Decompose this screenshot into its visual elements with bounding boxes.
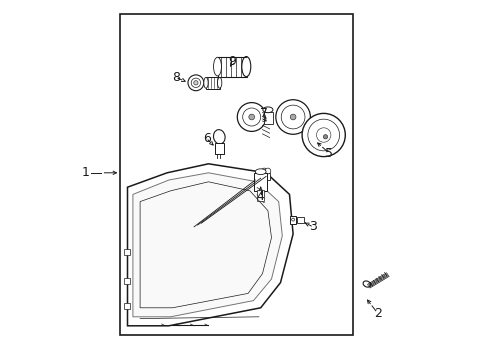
Circle shape <box>307 119 339 151</box>
Ellipse shape <box>213 130 224 144</box>
Circle shape <box>302 113 345 157</box>
Bar <box>297 217 303 223</box>
Ellipse shape <box>217 77 222 88</box>
Bar <box>217 57 246 77</box>
Text: 9: 9 <box>227 55 235 68</box>
Bar <box>120 14 352 335</box>
Circle shape <box>242 108 260 126</box>
Text: 8: 8 <box>172 71 180 84</box>
Bar <box>257 190 264 201</box>
Ellipse shape <box>203 77 208 88</box>
Text: 3: 3 <box>308 220 316 233</box>
Circle shape <box>191 78 200 87</box>
Polygon shape <box>127 164 292 326</box>
Bar <box>214 143 223 154</box>
Ellipse shape <box>213 57 221 76</box>
Circle shape <box>323 135 327 139</box>
Text: 4: 4 <box>256 190 264 203</box>
Ellipse shape <box>263 107 272 113</box>
Circle shape <box>316 128 330 142</box>
Ellipse shape <box>363 281 370 287</box>
Circle shape <box>248 114 254 120</box>
Circle shape <box>281 105 305 129</box>
Ellipse shape <box>291 218 294 221</box>
Text: 7: 7 <box>260 107 268 120</box>
Text: 2: 2 <box>373 307 381 320</box>
Circle shape <box>261 168 266 174</box>
Circle shape <box>289 114 295 120</box>
Bar <box>254 173 266 191</box>
Circle shape <box>237 103 265 131</box>
Bar <box>205 77 219 89</box>
Bar <box>123 249 130 255</box>
Circle shape <box>275 100 310 134</box>
Bar <box>263 112 272 124</box>
Text: 5: 5 <box>325 147 332 159</box>
Polygon shape <box>133 173 282 317</box>
Circle shape <box>187 75 203 91</box>
Bar <box>260 173 269 180</box>
Circle shape <box>264 168 270 174</box>
Bar <box>123 278 130 284</box>
Bar <box>123 303 130 309</box>
Circle shape <box>193 81 198 85</box>
Text: 1: 1 <box>82 166 90 179</box>
Ellipse shape <box>241 57 250 77</box>
Bar <box>289 216 295 224</box>
Ellipse shape <box>255 169 265 175</box>
Text: 6: 6 <box>203 132 210 145</box>
